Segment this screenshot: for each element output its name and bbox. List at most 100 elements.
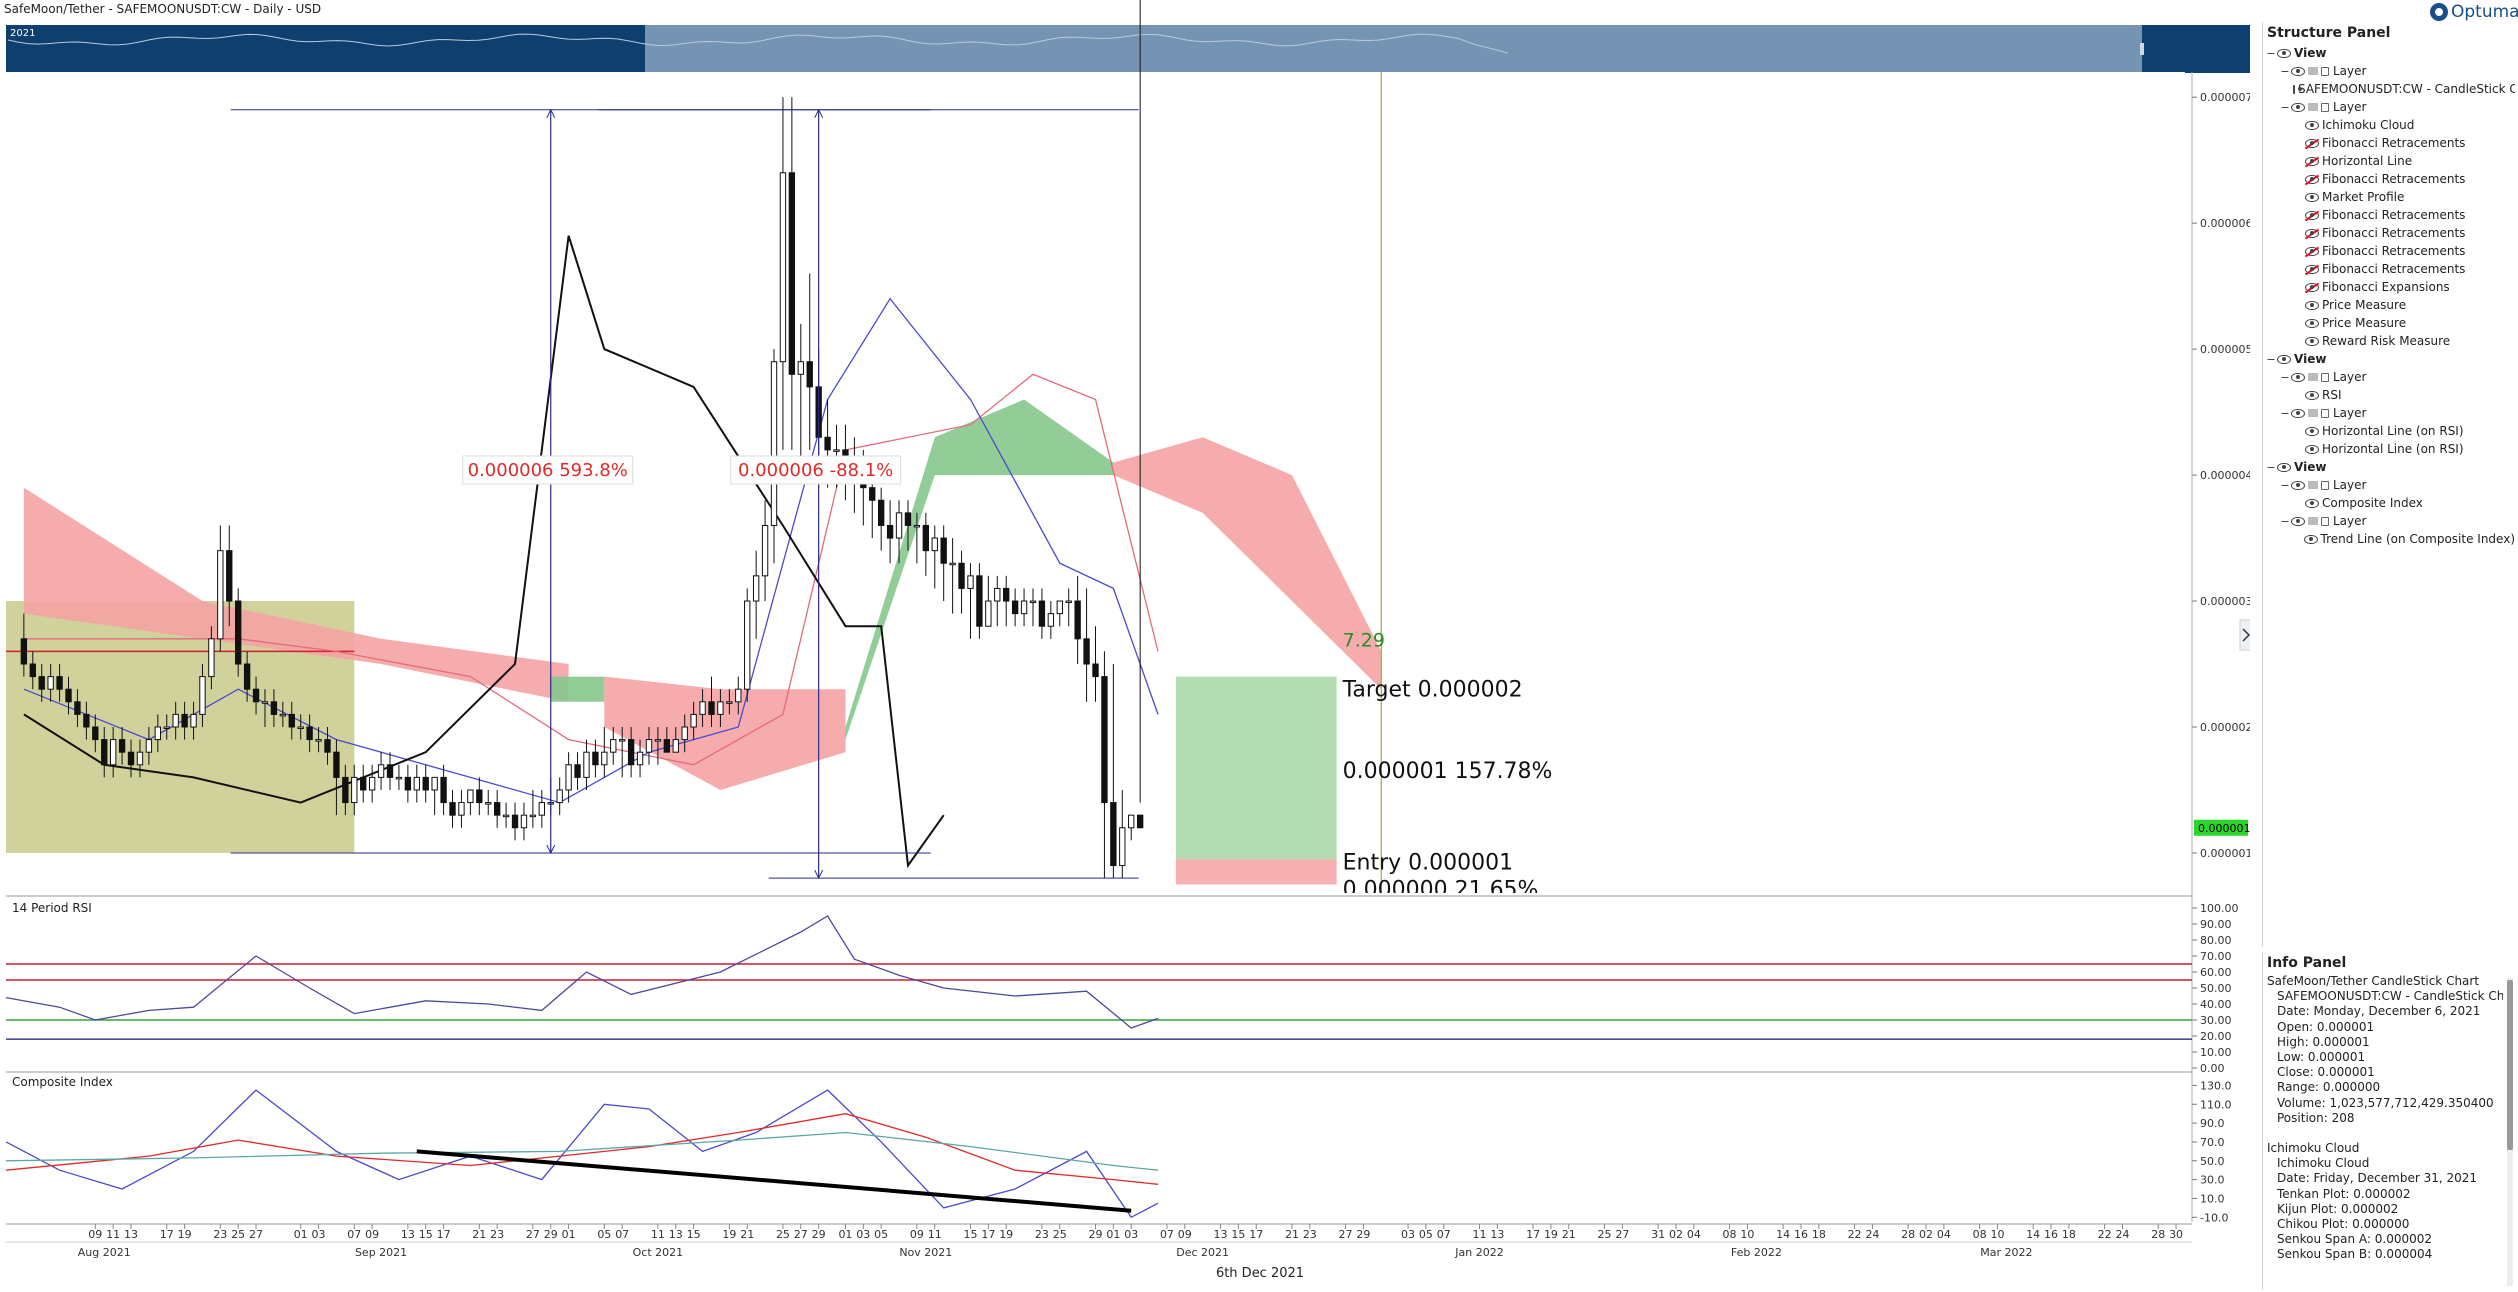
- eye-icon[interactable]: [2305, 390, 2319, 400]
- candle-body[interactable]: [511, 814, 519, 829]
- candle-body[interactable]: [502, 814, 510, 818]
- candle-body[interactable]: [368, 776, 376, 791]
- candle-body[interactable]: [788, 172, 796, 375]
- structure-item[interactable]: Fibonacci Retracements: [2263, 260, 2515, 278]
- structure-item[interactable]: Composite Index: [2263, 494, 2515, 512]
- lock-icon[interactable]: [2321, 516, 2329, 526]
- candle-body[interactable]: [1136, 814, 1144, 829]
- candle-body[interactable]: [949, 562, 956, 566]
- candle-body[interactable]: [699, 701, 706, 715]
- structure-item[interactable]: Reward Risk Measure: [2263, 332, 2515, 350]
- candle-body[interactable]: [1074, 600, 1081, 640]
- candle-body[interactable]: [735, 688, 742, 703]
- candle-body[interactable]: [342, 776, 349, 804]
- candle-body[interactable]: [1020, 600, 1028, 615]
- candle-body[interactable]: [556, 789, 563, 804]
- candle-body[interactable]: [38, 676, 45, 690]
- candle-body[interactable]: [422, 776, 429, 791]
- candle-body[interactable]: [520, 814, 528, 829]
- eye-icon[interactable]: [2293, 84, 2302, 94]
- candle-body[interactable]: [833, 449, 840, 452]
- structure-item[interactable]: Market Profile: [2263, 188, 2515, 206]
- candle-body[interactable]: [797, 361, 804, 375]
- structure-item[interactable]: Fibonacci Retracements: [2263, 224, 2515, 242]
- eye-icon[interactable]: [2305, 120, 2319, 130]
- structure-item[interactable]: Fibonacci Expansions: [2263, 278, 2515, 296]
- candle-body[interactable]: [306, 726, 313, 741]
- candle-body[interactable]: [83, 713, 90, 728]
- eye-icon[interactable]: [2305, 318, 2319, 328]
- structure-item[interactable]: − Layer: [2263, 98, 2515, 116]
- candle-body[interactable]: [681, 726, 688, 741]
- structure-item[interactable]: Horizontal Line: [2263, 152, 2515, 170]
- layer-color-icon[interactable]: [2308, 103, 2318, 111]
- candle-body[interactable]: [726, 701, 733, 704]
- candle-body[interactable]: [752, 575, 760, 602]
- collapse-icon[interactable]: −: [2280, 100, 2290, 114]
- candle-body[interactable]: [47, 676, 54, 690]
- candle-body[interactable]: [592, 751, 599, 766]
- candle-body[interactable]: [404, 776, 412, 791]
- candle-body[interactable]: [261, 701, 269, 704]
- candle-body[interactable]: [297, 726, 304, 729]
- structure-item[interactable]: − Layer: [2263, 404, 2515, 422]
- candle-body[interactable]: [493, 802, 501, 816]
- candle-body[interactable]: [1128, 814, 1135, 829]
- candle-body[interactable]: [958, 562, 965, 589]
- candle-body[interactable]: [449, 802, 456, 816]
- expand-panel-arrow-icon[interactable]: [2239, 619, 2250, 651]
- info-scrollbar-thumb[interactable]: [2507, 980, 2513, 1150]
- candle-body[interactable]: [610, 739, 617, 753]
- collapse-icon[interactable]: −: [2280, 406, 2290, 420]
- lock-icon[interactable]: [2321, 480, 2329, 490]
- price-measure-2[interactable]: 0.000006 -88.1%: [598, 108, 1139, 880]
- layer-color-icon[interactable]: [2308, 517, 2318, 525]
- collapse-icon[interactable]: −: [2266, 46, 2276, 60]
- eye-hidden-icon[interactable]: [2305, 174, 2319, 184]
- candle-body[interactable]: [136, 751, 144, 766]
- eye-icon[interactable]: [2305, 336, 2319, 346]
- chart-area[interactable]: 2021 SafeMoon/Tether - SAFEMOONUSDT:CW -…: [0, 0, 2250, 1292]
- eye-icon[interactable]: [2277, 48, 2291, 58]
- candle-body[interactable]: [56, 676, 63, 690]
- candle-body[interactable]: [895, 512, 903, 539]
- candle-body[interactable]: [994, 587, 1001, 602]
- eye-icon[interactable]: [2277, 462, 2291, 472]
- candle-body[interactable]: [1003, 587, 1010, 602]
- candle-body[interactable]: [270, 701, 278, 715]
- candle-body[interactable]: [663, 739, 671, 753]
- structure-item[interactable]: − View: [2263, 458, 2515, 476]
- navigator-handle[interactable]: [2140, 43, 2144, 55]
- candle-body[interactable]: [690, 713, 697, 728]
- reward-risk-measure[interactable]: 7.29 Target 0.000002 0.000001 157.78% Entry…: [1175, 630, 1553, 903]
- collapse-icon[interactable]: −: [2280, 514, 2290, 528]
- candle-body[interactable]: [1065, 600, 1072, 604]
- structure-item[interactable]: Trend Line (on Composite Index): [2263, 530, 2515, 548]
- candle-body[interactable]: [967, 575, 974, 589]
- candle-body[interactable]: [770, 361, 778, 526]
- eye-hidden-icon[interactable]: [2305, 246, 2319, 256]
- candle-body[interactable]: [279, 713, 287, 717]
- structure-item[interactable]: − View: [2263, 44, 2515, 62]
- candle-body[interactable]: [672, 739, 679, 753]
- structure-item[interactable]: Fibonacci Retracements: [2263, 242, 2515, 260]
- collapse-icon[interactable]: −: [2280, 64, 2290, 78]
- eye-icon[interactable]: [2305, 192, 2319, 202]
- candle-body[interactable]: [395, 776, 403, 780]
- rsi-panel[interactable]: 14 Period RSI 100.00 90.00 80.00 70.00 60.00 5…: [5, 901, 2239, 1075]
- candle-body[interactable]: [199, 676, 206, 715]
- candle-body[interactable]: [101, 739, 108, 766]
- candle-body[interactable]: [351, 776, 358, 804]
- layer-color-icon[interactable]: [2308, 481, 2318, 489]
- candle-body[interactable]: [288, 713, 295, 728]
- layer-color-icon[interactable]: [2308, 67, 2318, 75]
- eye-icon[interactable]: [2291, 516, 2305, 526]
- candle-body[interactable]: [226, 550, 233, 602]
- eye-hidden-icon[interactable]: [2305, 210, 2319, 220]
- candle-body[interactable]: [333, 751, 340, 778]
- candle-body[interactable]: [29, 663, 36, 678]
- candle-body[interactable]: [529, 814, 537, 818]
- candle-body[interactable]: [145, 739, 153, 753]
- candle-body[interactable]: [208, 638, 215, 678]
- eye-icon[interactable]: [2291, 102, 2305, 112]
